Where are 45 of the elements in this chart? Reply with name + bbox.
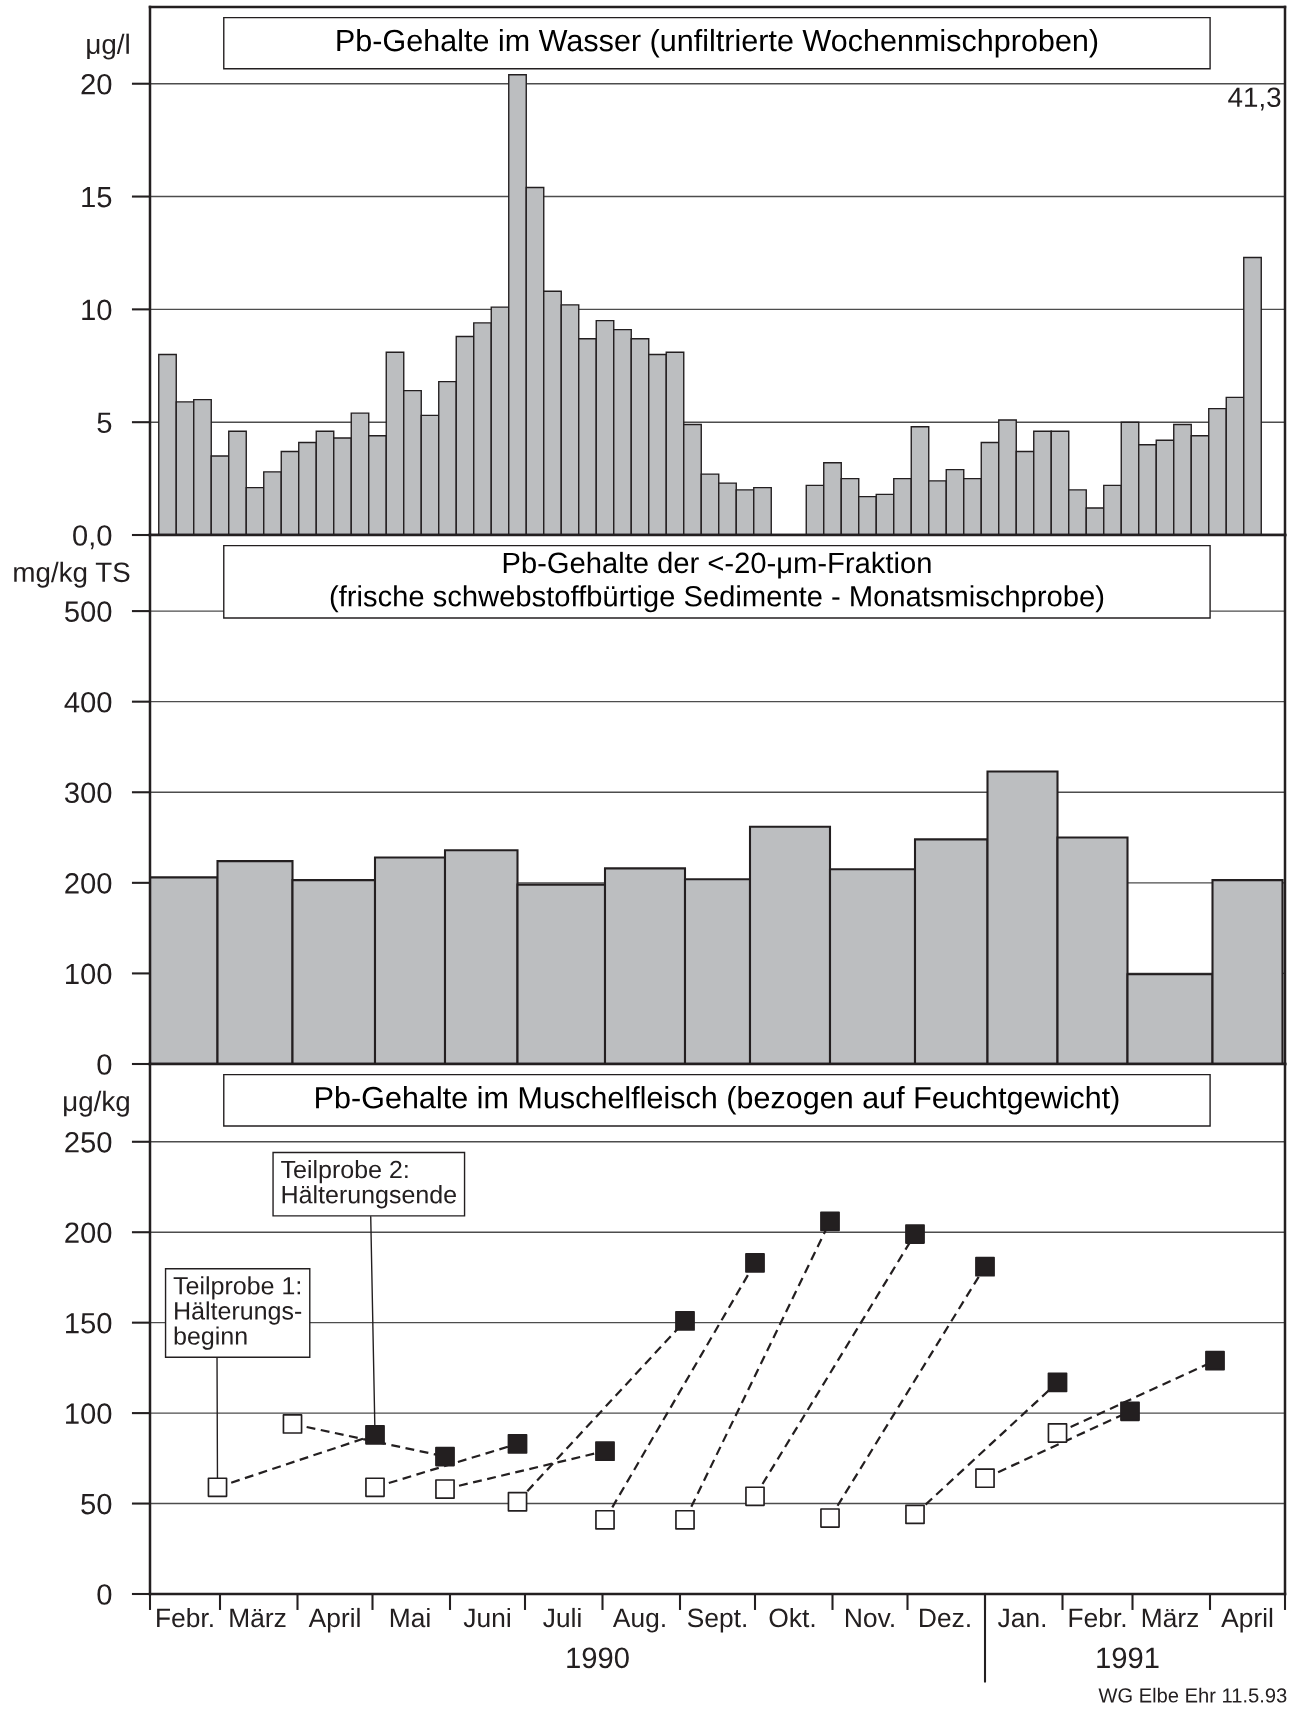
y-tick-label: 0,0 [73,525,112,550]
text: Pb-Gehalte der <-20-μm-Fraktion [503,551,931,579]
y-tick-label: 300 [64,782,112,804]
x-tick-label: Nov. [846,1608,894,1628]
x2-tick-label: 1991 [1097,1647,1159,1669]
text: WG Elbe Ehr 11.5.93 [1098,1687,1287,1703]
y-tick-label: 250 [65,1131,112,1153]
x-tick-label: April [308,1607,360,1633]
x-tick-label: Dez. [920,1608,970,1628]
x-tick-label: Aug. [612,1608,665,1633]
x-tick-label: Mai [390,1607,430,1628]
x-tick-label: März [1142,1608,1199,1628]
text: Pb-Gehalte im Muschelfleisch (bezogen auf Feuchtgewicht) [316,1086,1119,1115]
y-axis-title: μg/l [87,33,129,60]
x2-tick-label: 1990 [567,1647,629,1669]
x-tick-label: Sept. [687,1608,746,1633]
y-tick-label: 50 [81,1493,112,1515]
y-tick-label: 10 [82,299,112,321]
y-tick-label: 5 [97,412,112,434]
text: Pb-Gehalte im Wasser (unfiltrierte Wochenmischproben) [337,28,1098,58]
y-tick-label: 100 [66,963,112,985]
x-tick-label: Juni [463,1607,510,1628]
y-tick-label: 0 [97,1584,112,1605]
x-tick-label: März [230,1608,286,1628]
x-tick-label: Jan. [997,1608,1046,1628]
x-tick-label: April [1221,1607,1273,1633]
annotation: 41,3 [1228,87,1281,111]
y-axis-title: μg/kg [64,1090,129,1117]
y-tick-label: 200 [65,873,112,894]
y-tick-label: 150 [66,1312,112,1334]
y-tick-label: 20 [81,73,112,95]
y-tick-label: 0 [97,1054,112,1075]
y-axis-title: mg/kg TS [14,561,130,588]
y-tick-label: 100 [66,1403,112,1424]
annotation: Teilprobe 2: Hälterungsende [281,1160,456,1209]
y-tick-label: 200 [65,1222,112,1244]
x-tick-label: Juli [543,1607,581,1628]
y-tick-label: 15 [82,187,112,208]
x-tick-label: Okt. [769,1607,815,1628]
annotation: Teilprobe 1: Hälterungs- beginn [173,1276,302,1350]
y-tick-label: 400 [64,691,112,713]
x-tick-label: Febr. [157,1607,213,1628]
y-tick-label: 500 [65,601,112,622]
text: (frische schwebstoffbürtige Sedimente - Monatsmischprobe) [330,585,1104,613]
x-tick-label: Febr. [1069,1607,1126,1628]
